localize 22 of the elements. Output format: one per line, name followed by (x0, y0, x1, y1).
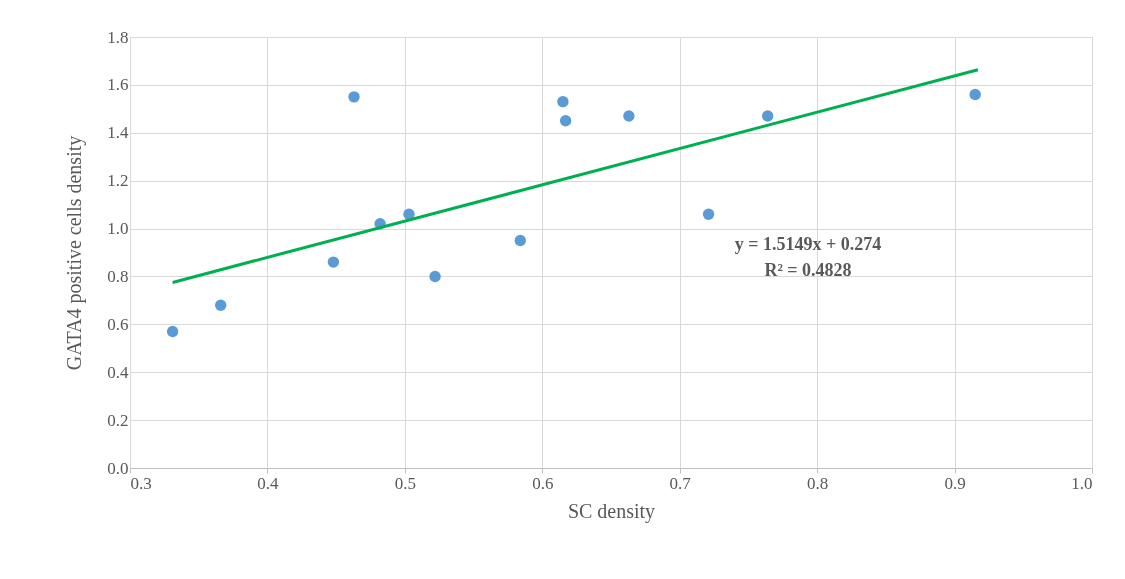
y-tick-label: 0.2 (107, 410, 129, 430)
x-tick-label: 0.7 (669, 473, 692, 493)
y-tick-label: 1.6 (107, 75, 129, 95)
x-tick-label: 1.0 (1071, 473, 1093, 493)
annotation: R² = 0.4828 (764, 260, 852, 280)
y-tick-label: 0.0 (107, 458, 129, 478)
y-tick-label: 1.8 (107, 27, 129, 47)
x-tick-label: 0.9 (944, 473, 966, 493)
x-tick-label: 0.3 (130, 473, 152, 493)
x-tick-label: 0.6 (532, 473, 554, 493)
x-tick-label: 0.8 (807, 473, 829, 493)
x-tick-label: 0.4 (257, 473, 280, 493)
x-tick-label: 0.5 (394, 473, 416, 493)
y-axis-title: GATA4 positive cells density (63, 135, 87, 371)
y-tick-label: 1.2 (107, 171, 129, 191)
y-tick-label: 0.6 (107, 314, 129, 334)
y-tick-label: 0.4 (107, 362, 129, 382)
y-tick-label: 1.0 (107, 219, 129, 239)
y-tick-label: 1.4 (107, 123, 129, 143)
x-axis-title: SC density (567, 499, 656, 523)
annotation: y = 1.5149x + 0.274 (734, 234, 882, 254)
y-tick-label: 0.8 (107, 266, 129, 286)
